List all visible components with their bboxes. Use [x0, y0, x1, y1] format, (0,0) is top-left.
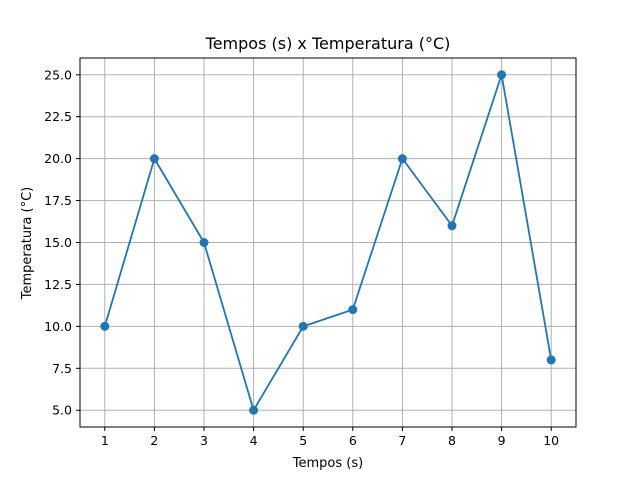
x-tick-label: 7	[398, 433, 406, 448]
data-point	[397, 154, 407, 164]
x-axis-label: Tempos (s)	[292, 456, 363, 471]
data-point	[497, 70, 507, 80]
x-tick-label: 3	[200, 433, 208, 448]
chart-title: Tempos (s) x Temperatura (°C)	[205, 34, 451, 53]
y-tick-label: 17.5	[44, 193, 72, 208]
y-tick-label: 22.5	[44, 109, 72, 124]
x-tick-label: 5	[299, 433, 307, 448]
y-tick-label: 25.0	[44, 67, 72, 82]
data-point	[447, 221, 457, 231]
data-point	[348, 305, 358, 315]
data-point	[546, 355, 556, 365]
y-tick-label: 10.0	[44, 319, 72, 334]
y-tick-label: 5.0	[52, 403, 72, 418]
x-tick-label: 10	[543, 433, 559, 448]
x-tick-label: 6	[349, 433, 357, 448]
x-tick-label: 4	[250, 433, 258, 448]
y-tick-label: 20.0	[44, 151, 72, 166]
y-tick-label: 15.0	[44, 235, 72, 250]
x-tick-label: 9	[498, 433, 506, 448]
data-point	[199, 238, 209, 247]
y-tick-label: 12.5	[44, 277, 72, 292]
series	[100, 70, 556, 415]
x-tick-label: 1	[101, 433, 109, 448]
data-point	[100, 321, 110, 331]
grid	[80, 58, 576, 427]
data-point	[149, 154, 159, 164]
data-point	[298, 321, 308, 331]
axis-ticks: 1 2 3 4 5 6 7 8 9 10 5.0 7.5 10.0 12.5 15.0 17.5 20.0 22.…	[44, 67, 559, 448]
series-line	[103, 73, 553, 412]
x-tick-label: 2	[150, 433, 158, 448]
y-axis-label: Temperatura (°C)	[20, 187, 35, 300]
data-point	[249, 405, 259, 415]
y-tick-label: 7.5	[52, 361, 72, 376]
x-tick-label: 8	[448, 433, 456, 448]
